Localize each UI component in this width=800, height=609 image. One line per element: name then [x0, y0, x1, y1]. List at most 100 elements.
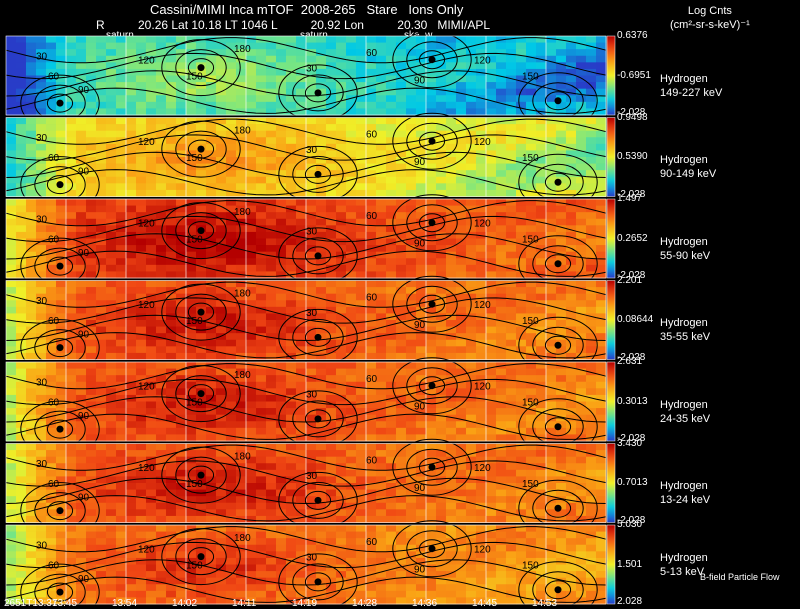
heatmap-cell	[236, 117, 247, 125]
heatmap-cell	[246, 590, 257, 598]
heatmap-cell	[506, 489, 517, 497]
heatmap-cell	[86, 388, 97, 396]
heatmap-cell	[76, 362, 87, 369]
heatmap-cell	[376, 75, 387, 83]
heatmap-cell	[6, 401, 17, 409]
heatmap-cell	[456, 95, 467, 103]
heatmap-cell	[556, 212, 567, 220]
heatmap-cell	[116, 421, 127, 429]
heatmap-cell	[596, 137, 607, 145]
heatmap-cell	[436, 463, 447, 471]
heatmap-cell	[386, 143, 397, 151]
heatmap-cell	[46, 300, 57, 308]
heatmap-cell	[566, 320, 577, 327]
heatmap-cell	[566, 157, 577, 164]
heatmap-cell	[576, 443, 587, 451]
heatmap-cell	[246, 258, 257, 266]
heatmap-cell	[176, 36, 187, 43]
heatmap-cell	[166, 584, 177, 592]
heatmap-cell	[146, 143, 157, 151]
heatmap-cell	[76, 597, 87, 605]
heatmap-cell	[466, 238, 477, 246]
heatmap-cell	[376, 95, 387, 103]
pole-marker	[314, 333, 322, 341]
heatmap-cell	[586, 49, 597, 57]
heatmap-cell	[416, 212, 427, 220]
heatmap-cell	[396, 238, 407, 246]
heatmap-cell	[556, 264, 567, 272]
contour-value-label: 90	[414, 75, 426, 86]
contour-value-label: 120	[138, 300, 155, 311]
heatmap-cell	[26, 42, 37, 50]
heatmap-cell	[126, 544, 137, 552]
heatmap-cell	[496, 101, 507, 109]
heatmap-cell	[266, 36, 277, 43]
heatmap-cell	[366, 42, 377, 50]
heatmap-cell	[526, 463, 537, 471]
heatmap-cell	[216, 509, 227, 517]
heatmap-cell	[496, 238, 507, 246]
heatmap-cell	[476, 483, 487, 490]
heatmap-cell	[476, 463, 487, 471]
heatmap-cell	[216, 362, 227, 369]
heatmap-cell	[466, 408, 477, 416]
heatmap-cell	[556, 427, 567, 435]
heatmap-cell	[496, 368, 507, 376]
heatmap-cell	[516, 489, 527, 497]
heatmap-cell	[346, 245, 357, 253]
heatmap-cell	[126, 571, 137, 579]
heatmap-cell	[376, 388, 387, 396]
heatmap-cell	[126, 362, 137, 369]
heatmap-cell	[436, 414, 447, 422]
heatmap-cell	[36, 95, 47, 103]
heatmap-cell	[516, 326, 527, 334]
heatmap-cell	[16, 489, 27, 497]
heatmap-cell	[456, 68, 467, 76]
heatmap-cell	[246, 75, 257, 83]
heatmap-cell	[416, 352, 427, 360]
heatmap-cell	[446, 130, 457, 138]
heatmap-cell	[566, 368, 577, 376]
heatmap-cell	[26, 544, 37, 552]
heatmap-cell	[46, 82, 57, 90]
heatmap-cell	[196, 287, 207, 295]
heatmap-cell	[156, 401, 167, 409]
heatmap-cell	[506, 456, 517, 464]
heatmap-cell	[526, 42, 537, 50]
heatmap-cell	[426, 183, 437, 191]
heatmap-cell	[196, 124, 207, 132]
heatmap-cell	[546, 339, 557, 347]
heatmap-cell	[366, 251, 377, 259]
heatmap-cell	[226, 137, 237, 145]
heatmap-cell	[76, 42, 87, 50]
heatmap-cell	[66, 427, 77, 435]
heatmap-cell	[346, 300, 357, 308]
heatmap-cell	[96, 388, 107, 396]
heatmap-cell	[356, 62, 367, 70]
heatmap-cell	[406, 443, 417, 451]
heatmap-cell	[366, 137, 377, 145]
heatmap-cell	[6, 571, 17, 579]
heatmap-cell	[46, 150, 57, 158]
heatmap-cell	[186, 414, 197, 422]
heatmap-cell	[436, 163, 447, 171]
heatmap-cell	[476, 443, 487, 451]
heatmap-cell	[26, 394, 37, 402]
heatmap-cell	[546, 388, 557, 396]
heatmap-cell	[406, 306, 417, 314]
heatmap-cell	[306, 434, 317, 442]
heatmap-cell	[266, 205, 277, 213]
heatmap-cell	[486, 287, 497, 295]
heatmap-cell	[186, 205, 197, 213]
heatmap-cell	[136, 199, 147, 206]
heatmap-cell	[406, 375, 417, 383]
heatmap-cell	[26, 75, 37, 83]
heatmap-cell	[386, 264, 397, 272]
heatmap-cell	[316, 584, 327, 592]
heatmap-cell	[276, 95, 287, 103]
heatmap-cell	[396, 375, 407, 383]
heatmap-cell	[26, 564, 37, 572]
heatmap-cell	[256, 339, 267, 347]
heatmap-cell	[356, 509, 367, 517]
heatmap-cell	[226, 584, 237, 592]
